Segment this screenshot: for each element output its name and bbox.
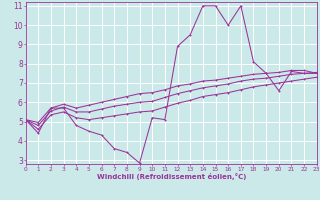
X-axis label: Windchill (Refroidissement éolien,°C): Windchill (Refroidissement éolien,°C) (97, 173, 246, 180)
